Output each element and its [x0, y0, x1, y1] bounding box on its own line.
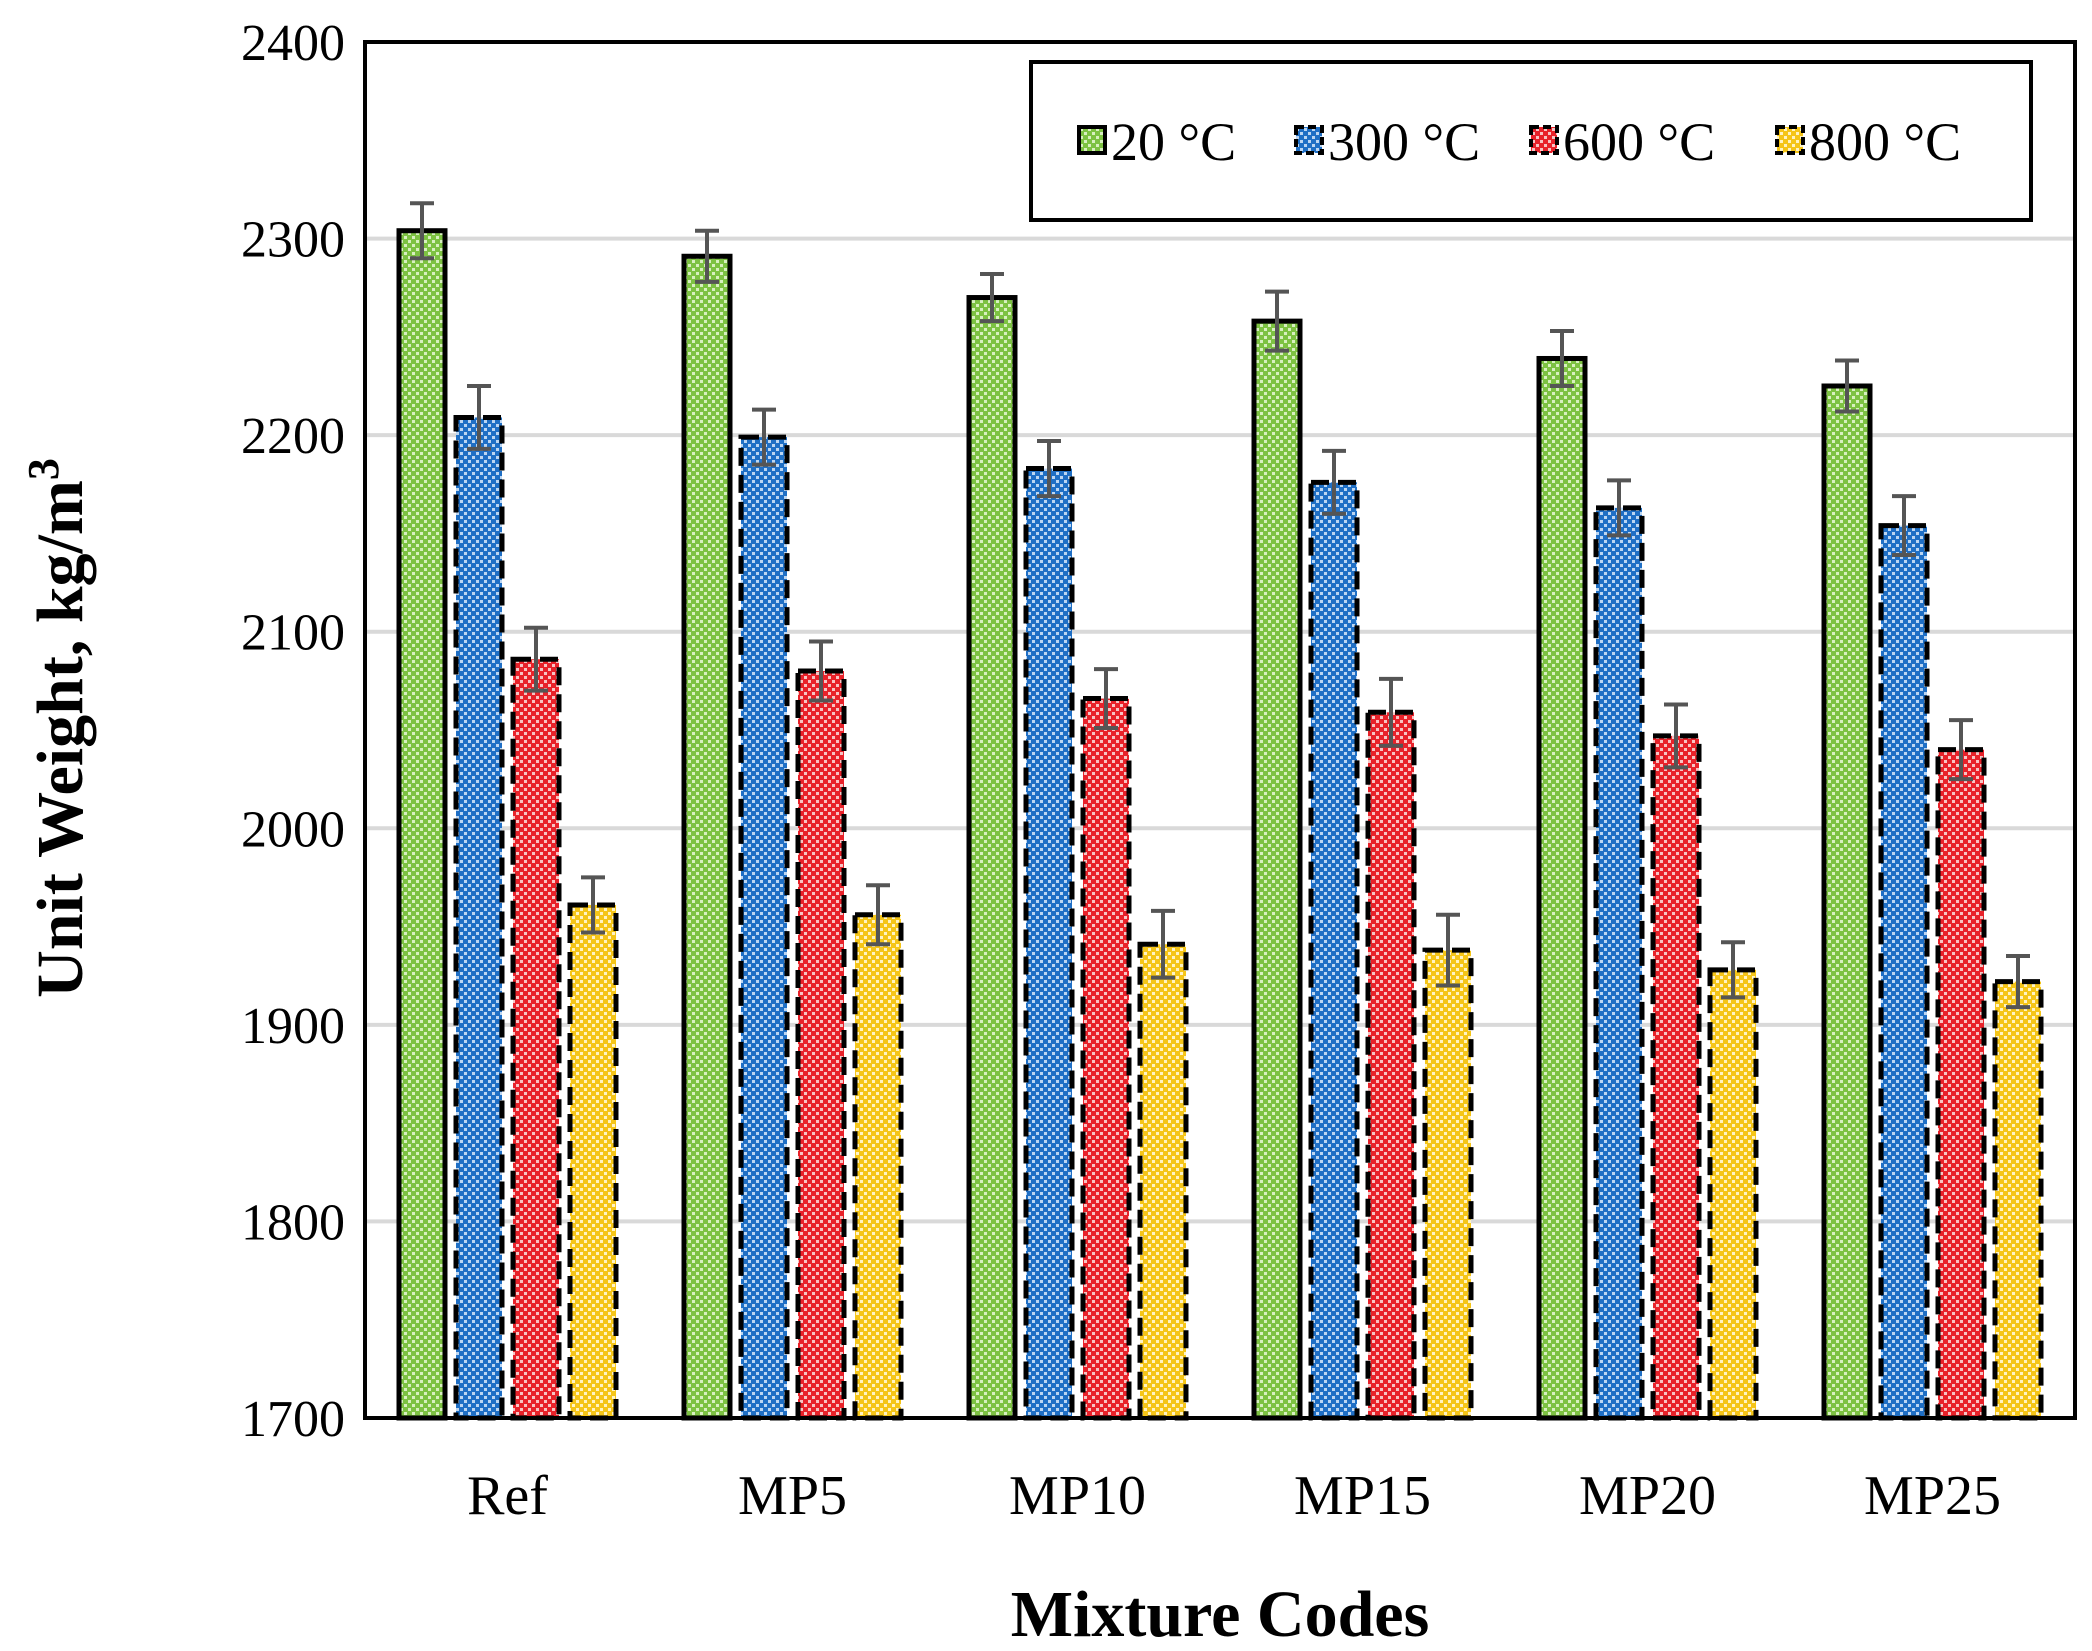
x-axis-title: Mixture Codes	[1011, 1578, 1430, 1651]
bar-mp20-300c	[1593, 505, 1645, 1421]
bar-mp5-800c	[852, 912, 904, 1421]
y-tick-label: 2400	[241, 15, 345, 72]
error-bar	[1892, 494, 1916, 558]
legend-swatch	[1294, 125, 1324, 155]
bar-mp5-300c	[738, 434, 790, 1421]
x-tick-label-mp20: MP20	[1579, 1465, 1716, 1527]
error-bar	[1949, 718, 1973, 782]
bar-mp10-800c	[1137, 941, 1189, 1421]
legend-swatch	[1775, 125, 1805, 155]
bar-mp25-600c	[1935, 747, 1987, 1421]
x-tick-label-mp10: MP10	[1009, 1465, 1146, 1527]
y-tick-label: 1900	[241, 998, 345, 1055]
bar-mp20-20c	[1536, 355, 1588, 1421]
y-tick-label: 1800	[241, 1194, 345, 1251]
error-bar	[1379, 676, 1403, 748]
bar-mp15-600c	[1365, 709, 1417, 1421]
error-bar	[1037, 439, 1061, 499]
error-bars-group	[410, 201, 2030, 1010]
error-bar	[1322, 448, 1346, 516]
bar-mp25-300c	[1878, 523, 1930, 1421]
bar-mp10-20c	[966, 295, 1018, 1421]
bar-mp25-800c	[1992, 979, 2044, 1421]
error-bar	[1721, 940, 1745, 1000]
bar-ref-300c	[453, 414, 505, 1421]
legend: 20 °C 300 °C 600 °C 800 °C	[1029, 60, 2033, 222]
bar-mp5-600c	[795, 668, 847, 1421]
x-axis-ticks: Ref MP5 MP10 MP15 MP20 MP25	[467, 1465, 2001, 1527]
error-bar	[524, 625, 548, 693]
plot-area-frame	[363, 40, 2077, 1420]
y-axis-title-text: Unit Weight, kg/m	[24, 480, 97, 998]
error-bar	[866, 883, 890, 947]
error-bar	[1664, 702, 1688, 770]
legend-item-300c: 300 °C	[1294, 112, 1480, 172]
error-bar	[410, 201, 434, 261]
error-bar	[2006, 954, 2030, 1010]
bar-ref-20c	[396, 228, 448, 1421]
bar-mp5-20c	[681, 253, 733, 1421]
error-bar	[1835, 358, 1859, 414]
legend-item-20c: 20 °C	[1077, 112, 1236, 172]
error-bar	[809, 639, 833, 703]
y-axis-ticks: 1700 1800 1900 2000 2100 2200 2300 2400	[241, 15, 345, 1448]
error-bar	[1550, 328, 1574, 388]
bar-ref-800c	[567, 902, 619, 1421]
y-tick-label: 2200	[241, 408, 345, 465]
bar-mp15-20c	[1251, 318, 1303, 1421]
error-bar	[1607, 478, 1631, 538]
y-axis-title: Unit Weight, kg/m3	[19, 458, 97, 998]
legend-swatch	[1077, 125, 1107, 155]
y-tick-label: 2000	[241, 801, 345, 858]
bar-mp15-800c	[1422, 947, 1474, 1421]
bar-mp15-300c	[1308, 479, 1360, 1421]
x-tick-label-mp25: MP25	[1864, 1465, 2001, 1527]
legend-item-800c: 800 °C	[1775, 112, 1961, 172]
error-bar	[467, 384, 491, 451]
bar-mp20-800c	[1707, 967, 1759, 1421]
legend-label: 600 °C	[1563, 112, 1715, 172]
y-axis-title-superscript: 3	[19, 458, 68, 480]
x-tick-label-mp5: MP5	[738, 1465, 847, 1527]
error-bar	[1265, 289, 1289, 353]
x-tick-label-ref: Ref	[467, 1465, 548, 1527]
bar-mp25-20c	[1821, 383, 1873, 1421]
legend-swatch	[1529, 125, 1559, 155]
error-bar	[1436, 912, 1460, 988]
bar-mp10-600c	[1080, 696, 1132, 1421]
bars-group	[396, 228, 2044, 1421]
legend-label: 800 °C	[1809, 112, 1961, 172]
error-bar	[1094, 667, 1118, 731]
legend-label: 20 °C	[1111, 112, 1236, 172]
y-tick-label: 2100	[241, 605, 345, 662]
gridlines	[365, 236, 2075, 1224]
bar-mp10-300c	[1023, 466, 1075, 1421]
error-bar	[752, 407, 776, 467]
legend-item-600c: 600 °C	[1529, 112, 1715, 172]
y-tick-label: 1700	[241, 1391, 345, 1448]
error-bar	[980, 271, 1004, 324]
x-tick-label-mp15: MP15	[1294, 1465, 1431, 1527]
error-bar	[581, 875, 605, 935]
bar-ref-600c	[510, 656, 562, 1421]
legend-label: 300 °C	[1328, 112, 1480, 172]
error-bar	[1151, 908, 1175, 980]
y-tick-label: 2300	[241, 212, 345, 269]
error-bar	[695, 228, 719, 284]
bar-mp20-600c	[1650, 733, 1702, 1421]
